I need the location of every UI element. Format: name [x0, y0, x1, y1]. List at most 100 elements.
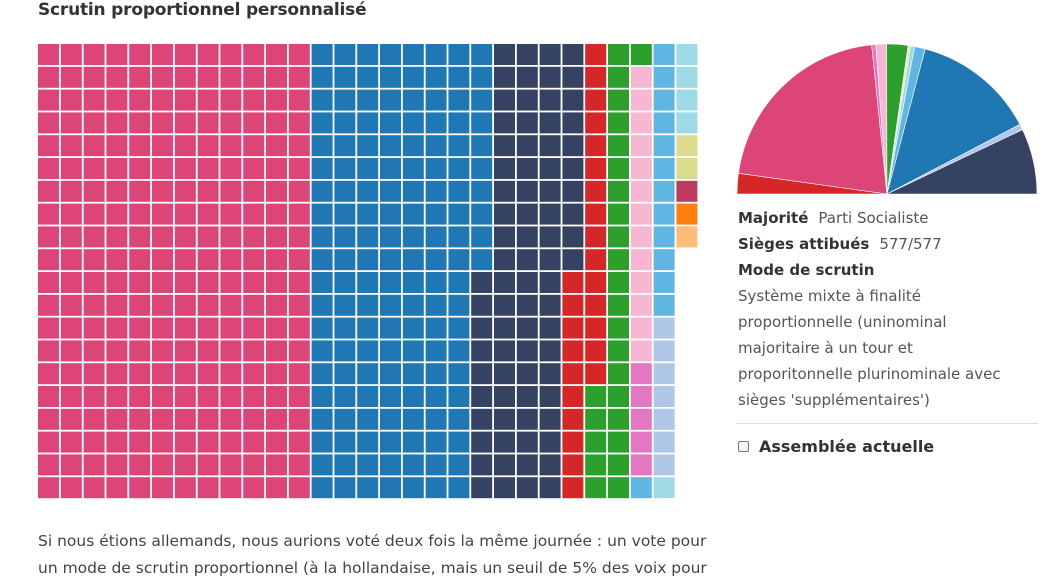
paragraph-line: un mode de scrutin proportionnel (à la h…	[38, 559, 707, 577]
seat-cell	[562, 249, 584, 271]
seat-cell	[266, 112, 287, 134]
seat-cell	[174, 431, 196, 453]
seat-cell	[288, 317, 310, 339]
seat-cell	[562, 431, 584, 453]
seat-cell	[83, 203, 105, 225]
seat-cell	[562, 44, 584, 65]
seat-cell	[562, 135, 584, 157]
seat-cell	[83, 135, 105, 157]
seat-cell	[516, 340, 538, 362]
seat-cell	[653, 66, 675, 88]
hemicycle-slice	[886, 48, 1021, 195]
seat-cell	[448, 89, 470, 111]
seat-cell	[38, 408, 59, 430]
seat-cell	[630, 180, 652, 202]
seat-cell	[585, 454, 607, 476]
seat-cell	[630, 340, 652, 362]
seat-cell	[585, 66, 607, 88]
seat-cell	[243, 431, 265, 453]
seat-cell	[311, 386, 333, 407]
seat-cell	[539, 272, 561, 293]
seat-cell	[425, 317, 447, 339]
seat-cell	[266, 340, 287, 362]
info-panel: Majorité Parti Socialiste Sièges attibués…	[738, 205, 1038, 413]
seat-cell	[220, 272, 242, 293]
seat-cell	[676, 89, 698, 111]
seat-cell	[539, 203, 561, 225]
seat-cell	[129, 249, 151, 271]
seat-cell	[220, 340, 242, 362]
seat-cell	[129, 454, 151, 476]
seat-cell	[311, 408, 333, 430]
seat-cell	[60, 272, 82, 293]
seat-cell	[471, 294, 493, 316]
seat-cell	[585, 44, 607, 65]
seat-cell	[357, 386, 379, 407]
seat-cell	[653, 272, 675, 293]
seat-cell	[83, 363, 105, 385]
seat-cell	[243, 226, 265, 248]
seat-cell	[243, 158, 265, 179]
seat-cell	[608, 249, 629, 271]
seat-cell	[630, 408, 652, 430]
seat-cell	[516, 317, 538, 339]
mode-description-line: sièges 'supplémentaires')	[738, 391, 930, 409]
seat-cell	[334, 477, 356, 499]
current-assembly-toggle[interactable]: Assemblée actuelle	[738, 437, 934, 456]
seat-cell	[38, 363, 59, 385]
seat-cell	[516, 477, 538, 499]
seat-cell	[539, 386, 561, 407]
seat-cell	[494, 454, 515, 476]
seat-cell	[311, 317, 333, 339]
seat-cell	[653, 89, 675, 111]
seat-cell	[471, 272, 493, 293]
seat-cell	[448, 112, 470, 134]
seat-cell	[106, 363, 128, 385]
seat-cell	[494, 294, 515, 316]
seat-cell	[197, 363, 219, 385]
seat-cell	[402, 272, 424, 293]
seat-cell	[243, 408, 265, 430]
divider	[736, 423, 1038, 424]
seat-cell	[539, 249, 561, 271]
seat-cell	[402, 363, 424, 385]
seat-cell	[562, 272, 584, 293]
seat-cell	[38, 226, 59, 248]
seat-cell	[380, 408, 401, 430]
seat-cell	[174, 363, 196, 385]
seat-cell	[630, 66, 652, 88]
seat-cell	[562, 158, 584, 179]
seat-cell	[585, 386, 607, 407]
seat-cell	[38, 158, 59, 179]
seat-cell	[129, 158, 151, 179]
seat-cell	[266, 203, 287, 225]
seat-cell	[630, 454, 652, 476]
seat-cell	[539, 226, 561, 248]
seat-cell	[38, 44, 59, 65]
seat-cell	[197, 66, 219, 88]
seat-cell	[471, 454, 493, 476]
current-assembly-checkbox[interactable]	[738, 441, 749, 452]
seat-cell	[608, 226, 629, 248]
seat-cell	[83, 408, 105, 430]
seat-cell	[630, 112, 652, 134]
seat-cell	[494, 363, 515, 385]
seat-cell	[539, 158, 561, 179]
seat-cell	[653, 44, 675, 65]
seat-cell	[380, 44, 401, 65]
seat-cell	[630, 431, 652, 453]
seat-cell	[243, 180, 265, 202]
seat-cell	[129, 340, 151, 362]
seat-cell	[311, 44, 333, 65]
seat-cell	[471, 158, 493, 179]
seat-cell	[334, 340, 356, 362]
seat-cell	[288, 203, 310, 225]
seat-cell	[357, 66, 379, 88]
seat-cell	[425, 44, 447, 65]
seat-cell	[630, 158, 652, 179]
seat-cell	[471, 89, 493, 111]
seat-cell	[106, 44, 128, 65]
seat-cell	[380, 454, 401, 476]
seat-cell	[152, 386, 173, 407]
seat-cell	[585, 477, 607, 499]
